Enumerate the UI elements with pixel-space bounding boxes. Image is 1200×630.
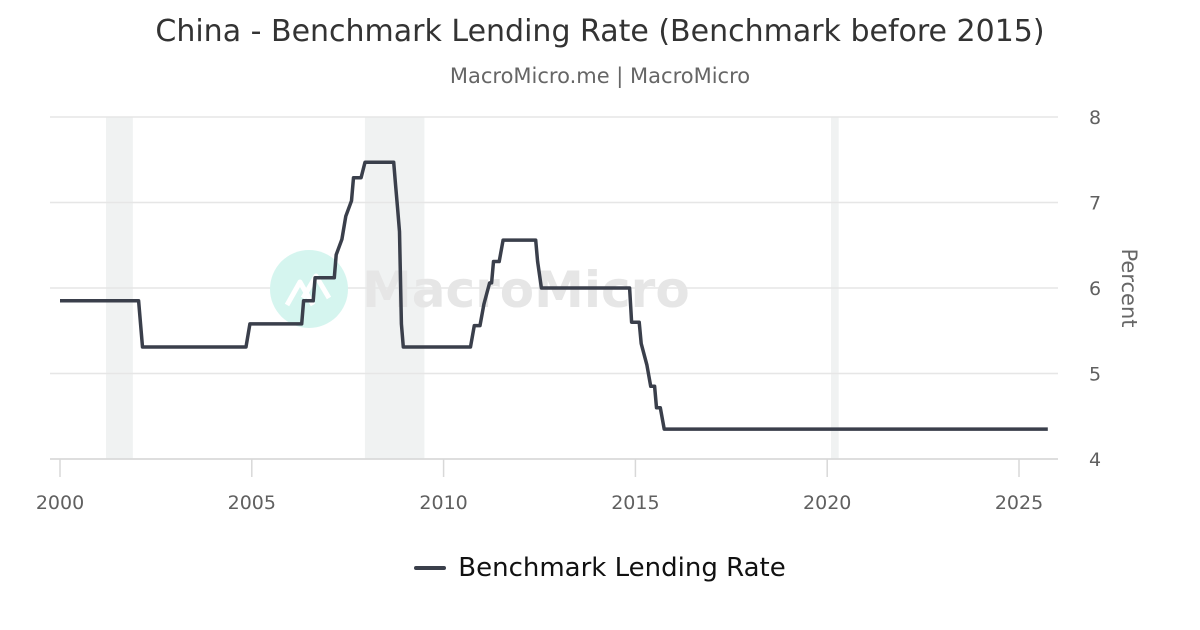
chart-title: China - Benchmark Lending Rate (Benchmar…	[155, 14, 1045, 49]
y-tick-label: 4	[1089, 449, 1101, 471]
y-tick-label: 5	[1089, 364, 1101, 386]
y-tick-label: 7	[1089, 193, 1101, 215]
x-tick-label: 2015	[611, 492, 659, 514]
x-tick-label: 2025	[995, 492, 1043, 514]
legend-item-benchmark-lending-rate[interactable]: Benchmark Lending Rate	[458, 553, 786, 583]
y-tick-label: 6	[1089, 278, 1101, 300]
x-tick-label: 2010	[419, 492, 467, 514]
watermark: MacroMicro	[270, 250, 690, 328]
x-tick-label: 2020	[803, 492, 851, 514]
x-tick-label: 2005	[228, 492, 276, 514]
watermark-text: MacroMicro	[362, 261, 690, 319]
x-axis: 2000 2005 2010 2015 2020 2025	[36, 458, 1058, 514]
chart-subtitle: MacroMicro.me | MacroMicro	[449, 64, 751, 88]
y-tick-label: 8	[1089, 107, 1101, 129]
y-axis-title: Percent	[1117, 248, 1141, 327]
legend: Benchmark Lending Rate	[0, 553, 1200, 583]
x-tick-label: 2000	[36, 492, 84, 514]
series-line-benchmark-lending-rate[interactable]	[60, 160, 1048, 431]
legend-swatch	[414, 566, 447, 570]
y-axis: 4 5 6 7 8	[1089, 107, 1101, 471]
